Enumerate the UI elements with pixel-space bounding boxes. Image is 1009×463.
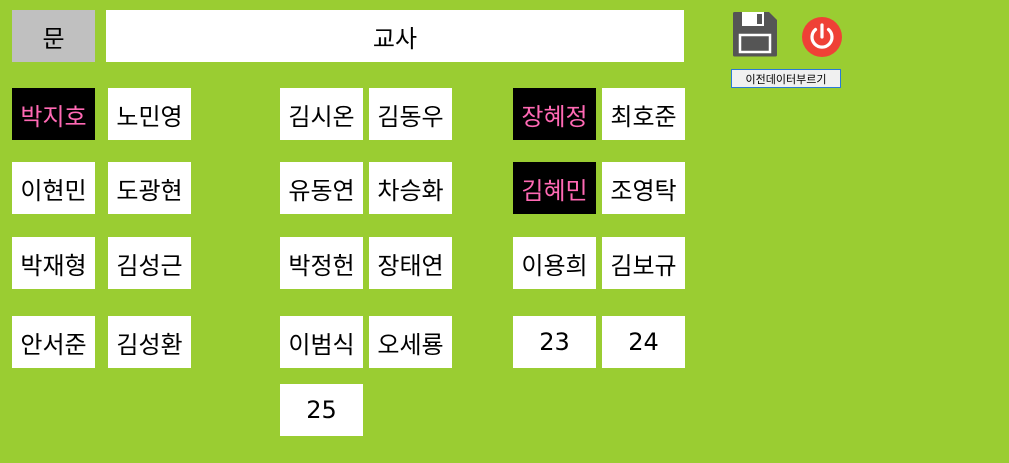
seat-5[interactable]: 장혜정 [513, 88, 596, 140]
seat-13[interactable]: 박재형 [12, 237, 95, 289]
seat-4[interactable]: 김동우 [369, 88, 452, 140]
seat-9[interactable]: 유동연 [280, 162, 363, 214]
seat-19[interactable]: 안서준 [12, 316, 95, 368]
floppy-disk-icon[interactable] [731, 10, 779, 58]
seat-8[interactable]: 도광현 [108, 162, 191, 214]
door-button[interactable]: 문 [12, 10, 95, 62]
seat-14[interactable]: 김성근 [108, 237, 191, 289]
teacher-desk[interactable]: 교사 [106, 10, 684, 62]
seat-2[interactable]: 노민영 [108, 88, 191, 140]
seat-15[interactable]: 박정헌 [280, 237, 363, 289]
seat-16[interactable]: 장태연 [369, 237, 452, 289]
seat-1[interactable]: 박지호 [12, 88, 95, 140]
seat-25[interactable]: 25 [280, 384, 363, 436]
seat-22[interactable]: 오세룡 [369, 316, 452, 368]
seat-7[interactable]: 이현민 [12, 162, 95, 214]
load-previous-data-button[interactable]: 이전데이터부르기 [731, 69, 841, 88]
seat-10[interactable]: 차승화 [369, 162, 452, 214]
seat-20[interactable]: 김성환 [108, 316, 191, 368]
seat-3[interactable]: 김시온 [280, 88, 363, 140]
seat-23[interactable]: 23 [513, 316, 596, 368]
seat-21[interactable]: 이범식 [280, 316, 363, 368]
seat-17[interactable]: 이용희 [513, 237, 596, 289]
seat-18[interactable]: 김보규 [602, 237, 685, 289]
power-icon[interactable] [800, 15, 844, 59]
seat-11[interactable]: 김혜민 [513, 162, 596, 214]
seat-6[interactable]: 최호준 [602, 88, 685, 140]
seat-12[interactable]: 조영탁 [602, 162, 685, 214]
seat-24[interactable]: 24 [602, 316, 685, 368]
